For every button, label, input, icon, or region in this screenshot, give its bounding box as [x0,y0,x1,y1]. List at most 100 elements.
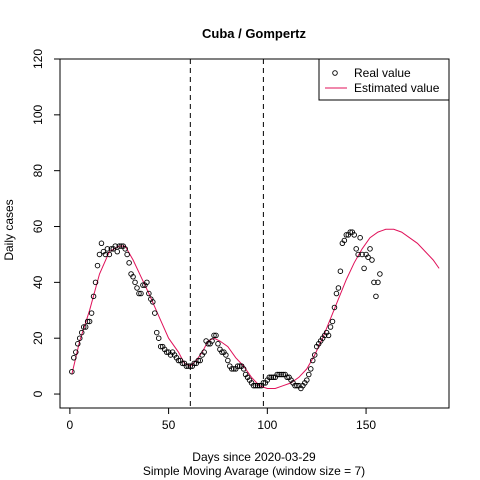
real-value-point [335,285,342,291]
real-value-point [209,338,215,344]
real-value-point [240,366,247,372]
real-value-point [124,251,130,258]
real-value-point [163,349,170,355]
real-value-point [333,290,340,297]
real-value-point [270,374,277,381]
real-value-point [195,357,201,364]
legend-label: Real value [354,66,411,80]
real-value-point [304,377,310,383]
real-value-point [347,229,354,235]
real-value-point [201,349,207,355]
plot-area: 0 50 100 150 0 20 40 60 80 100 120 Real valueEstima… [31,49,450,432]
real-value-point [138,290,144,297]
real-value-point [278,371,284,378]
real-value-point [197,357,203,364]
x-tick-label: 50 [162,418,176,432]
real-value-point [90,293,97,300]
x-tick-label: 0 [67,418,74,432]
real-value-point [223,352,229,358]
real-value-point [146,290,152,297]
real-value-point [367,246,373,252]
real-value-point [82,324,89,330]
real-value-point [132,279,138,286]
real-value-point [150,299,156,305]
real-value-point [294,382,300,389]
real-value-point [306,371,312,378]
real-value-point [112,243,119,249]
real-value-point [375,279,381,286]
real-value-point [369,257,375,263]
real-value-point [280,371,286,378]
x-tick-label: 100 [257,418,277,432]
real-value-point [84,318,91,325]
x-tick-label: 150 [356,418,376,432]
real-value-point [183,363,190,369]
y-tick-label: 40 [31,275,45,289]
real-value-point [102,251,109,258]
real-value-point [266,374,273,381]
real-value-point [122,246,128,252]
real-value-point [175,357,182,364]
real-value-point [329,318,336,325]
real-value-point [325,332,332,339]
real-value-point [310,357,316,364]
real-value-point [365,254,371,260]
real-value-point [250,382,257,389]
real-value-point [69,368,75,375]
real-value-point [327,324,334,330]
real-value-point [114,248,121,255]
legend-symbol-real [332,70,338,76]
x-axis-label: Days since 2020-03-29 [192,450,316,464]
real-value-point [234,363,241,369]
real-value-point [130,274,136,280]
y-tick-label: 60 [31,220,45,234]
real-value-point [351,232,357,238]
real-value-point [155,335,162,341]
real-value-point [252,382,259,389]
real-value-point [225,357,231,364]
real-value-point [371,279,377,286]
real-value-point [71,354,77,361]
real-value-point [118,243,124,249]
real-value-point [179,360,186,367]
real-value-point [219,349,225,355]
real-value-point [359,251,365,258]
real-value-point [377,271,383,277]
real-value-point [126,260,132,266]
real-value-point [337,268,344,274]
real-value-point [136,290,142,297]
real-value-point [343,232,350,238]
real-value-point [331,304,338,311]
real-value-point [213,332,219,339]
real-value-point [284,374,290,381]
real-value-point [254,382,261,389]
real-value-point [274,371,280,378]
real-value-point [191,360,198,367]
real-value-point [94,262,101,269]
real-value-point [108,246,115,252]
legend-label: Estimated value [354,81,440,95]
real-value-point [373,293,379,300]
real-value-point [88,310,95,316]
y-tick-label: 0 [31,390,45,397]
real-value-point [154,329,160,336]
real-value-point [92,279,99,286]
real-value-point [140,282,146,288]
real-value-point [185,363,192,369]
real-value-point [80,324,87,330]
estimated-value-line [71,228,440,389]
real-value-point [311,352,318,358]
real-value-point [75,341,81,347]
real-value-point [276,371,282,378]
real-value-point [78,329,85,336]
real-value-point [353,246,359,252]
real-value-point [76,335,83,341]
real-value-point [229,366,235,372]
real-value-point [116,243,122,249]
real-value-point [144,279,150,286]
real-value-point [205,341,211,347]
real-value-point [73,349,79,355]
real-value-point [236,363,243,369]
real-value-point [134,285,140,291]
